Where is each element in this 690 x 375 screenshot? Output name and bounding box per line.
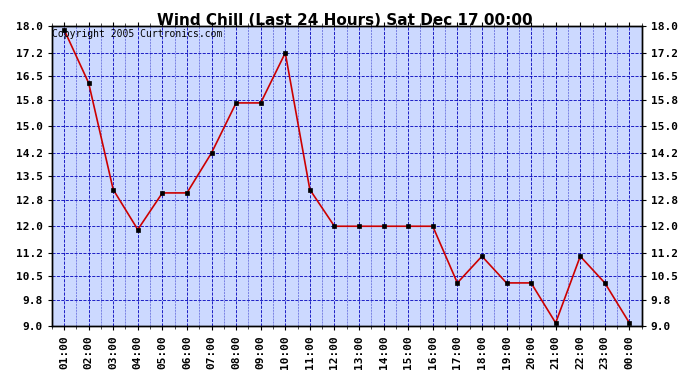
Text: Wind Chill (Last 24 Hours) Sat Dec 17 00:00: Wind Chill (Last 24 Hours) Sat Dec 17 00…	[157, 13, 533, 28]
Text: Copyright 2005 Curtronics.com: Copyright 2005 Curtronics.com	[52, 29, 223, 39]
